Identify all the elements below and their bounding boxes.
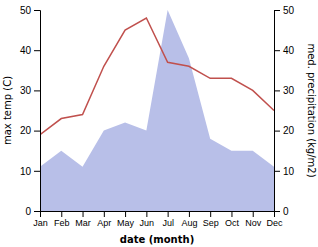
chart: JanFebMarAprMayJunJulAugSepOctNovDec0102… xyxy=(0,0,318,247)
tick-label: Nov xyxy=(245,218,262,228)
tick-mark xyxy=(253,211,254,217)
tick: Jun xyxy=(140,211,155,228)
tick-mark xyxy=(34,10,40,11)
tick: Oct xyxy=(225,211,240,228)
tick-mark xyxy=(274,50,280,51)
tick-label: 20 xyxy=(283,125,295,136)
tick: 40 xyxy=(20,45,40,56)
x-axis: Jan Feb Mar Apr May Jun Jul Aug Sep Oct Nov Dec xyxy=(33,211,283,228)
tick-mark xyxy=(168,211,169,217)
tick-mark xyxy=(274,171,280,172)
tick-mark xyxy=(146,211,147,217)
y2-axis: 0 10 20 30 40 50 xyxy=(274,5,295,217)
tick-label: Mar xyxy=(75,218,91,228)
tick-label: 0 xyxy=(283,206,289,217)
tick-mark xyxy=(125,211,126,217)
tick: 30 xyxy=(20,85,40,96)
tick: Dec xyxy=(266,211,283,228)
tick-label: Sep xyxy=(203,218,219,228)
tick: 10 xyxy=(274,166,295,177)
tick-label: Dec xyxy=(266,218,283,228)
tick-label: 20 xyxy=(20,125,32,136)
tick-label: 0 xyxy=(25,206,31,217)
tick-mark xyxy=(210,211,211,217)
tick-mark xyxy=(34,171,40,172)
tick-mark xyxy=(34,90,40,91)
tick: 50 xyxy=(274,5,295,16)
tick-label: Aug xyxy=(181,218,197,228)
tick: 20 xyxy=(20,125,40,136)
tick: 0 xyxy=(25,206,40,217)
tick-label: Oct xyxy=(225,218,240,228)
tick-mark xyxy=(274,10,280,11)
tick-mark xyxy=(34,50,40,51)
tick: Jul xyxy=(162,211,174,228)
tick: Apr xyxy=(97,211,111,228)
tick-label: Feb xyxy=(54,218,70,228)
tick-label: 40 xyxy=(20,45,32,56)
tick-mark xyxy=(189,211,190,217)
tick-mark xyxy=(104,211,105,217)
tick-mark xyxy=(274,90,280,91)
axis-line xyxy=(41,212,275,218)
tick: 0 xyxy=(274,206,289,217)
tick: 30 xyxy=(274,85,295,96)
x-axis-title: date (month) xyxy=(120,234,194,245)
tick: Mar xyxy=(75,211,91,228)
tick: Feb xyxy=(54,211,70,228)
tick: 50 xyxy=(20,5,40,16)
precipitation-area xyxy=(40,10,274,211)
axis-line xyxy=(275,11,281,212)
tick: 40 xyxy=(274,45,295,56)
tick-label: 30 xyxy=(283,85,295,96)
temperature-line xyxy=(40,18,274,135)
tick-label: May xyxy=(117,218,135,228)
tick-label: 10 xyxy=(20,166,32,177)
tick-label: Jul xyxy=(162,218,174,228)
tick-label: Jun xyxy=(140,218,155,228)
tick-label: 10 xyxy=(283,166,295,177)
tick-label: Jan xyxy=(33,218,48,228)
tick: Aug xyxy=(181,211,197,228)
tick-mark xyxy=(274,211,280,212)
tick-mark xyxy=(34,211,40,212)
y-axis: 0 10 20 30 40 50 xyxy=(20,5,41,217)
tick-mark xyxy=(34,131,40,132)
tick-label: Apr xyxy=(97,218,111,228)
tick: 10 xyxy=(20,166,40,177)
tick: Sep xyxy=(203,211,219,228)
y2-axis-title: med. precipitation (kg/m2) xyxy=(306,43,317,177)
tick-label: 40 xyxy=(283,45,295,56)
tick-mark xyxy=(274,131,280,132)
plot-area xyxy=(40,10,274,211)
y-axis-title: max temp (C) xyxy=(2,76,13,145)
tick: Nov xyxy=(245,211,262,228)
axis-line xyxy=(34,11,41,212)
tick-label: 50 xyxy=(20,5,32,16)
tick: 20 xyxy=(274,125,295,136)
tick: Jan xyxy=(33,211,48,228)
tick-mark xyxy=(231,211,232,217)
tick-mark xyxy=(83,211,84,217)
tick-mark xyxy=(61,211,62,217)
tick-label: 30 xyxy=(20,85,32,96)
tick-label: 50 xyxy=(283,5,295,16)
tick: May xyxy=(117,211,135,228)
